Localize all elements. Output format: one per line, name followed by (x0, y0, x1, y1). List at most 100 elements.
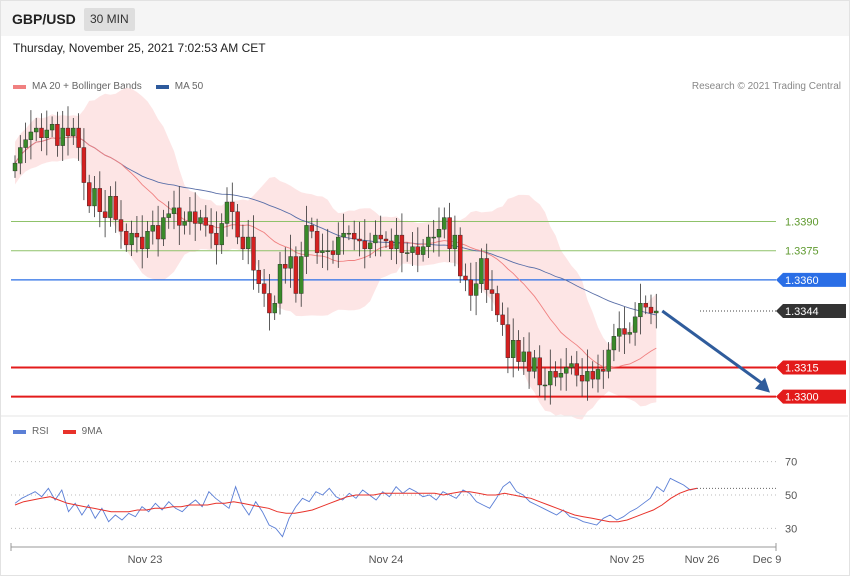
candle-body[interactable] (458, 234, 463, 277)
candle-body[interactable] (585, 371, 590, 382)
candle-body[interactable] (643, 303, 648, 308)
candle-body[interactable] (304, 225, 309, 257)
candle-body[interactable] (299, 256, 304, 294)
candle-body[interactable] (134, 232, 140, 238)
candle-body[interactable] (463, 275, 468, 281)
candle-body[interactable] (208, 225, 214, 234)
candle-body[interactable] (399, 234, 405, 253)
candle-body[interactable] (288, 256, 293, 269)
candle-body[interactable] (632, 316, 638, 333)
candle-body[interactable] (500, 314, 505, 325)
candle-body[interactable] (405, 252, 410, 254)
candle-body[interactable] (394, 234, 399, 249)
candle-body[interactable] (272, 303, 277, 314)
candle-body[interactable] (479, 258, 484, 284)
candle-body[interactable] (314, 231, 320, 253)
candle-body[interactable] (352, 232, 357, 240)
candle-body[interactable] (44, 129, 49, 139)
candle-body[interactable] (579, 375, 585, 382)
candle-body[interactable] (627, 332, 632, 335)
candle-body[interactable] (161, 217, 166, 240)
candle-body[interactable] (145, 231, 150, 249)
candle-body[interactable] (92, 188, 97, 207)
candle-body[interactable] (23, 139, 28, 148)
candle-body[interactable] (108, 195, 113, 218)
candle-body[interactable] (86, 182, 92, 207)
candle-body[interactable] (245, 236, 251, 249)
candle-body[interactable] (187, 211, 193, 222)
candle-body[interactable] (240, 236, 246, 249)
candle-body[interactable] (606, 349, 611, 372)
candle-body[interactable] (76, 127, 81, 148)
candle-body[interactable] (436, 229, 442, 238)
candle-body[interactable] (654, 310, 659, 314)
candle-body[interactable] (505, 324, 511, 358)
timeframe-badge[interactable]: 30 MIN (84, 8, 135, 31)
candle-body[interactable] (638, 303, 643, 318)
candle-body[interactable] (261, 283, 267, 294)
candle-body[interactable] (224, 201, 230, 224)
candle-body[interactable] (511, 340, 516, 358)
candle-body[interactable] (373, 234, 378, 244)
candle-body[interactable] (495, 293, 500, 316)
candle-body[interactable] (230, 201, 235, 212)
candle-body[interactable] (71, 127, 76, 137)
candle-body[interactable] (532, 357, 537, 372)
candle-body[interactable] (267, 293, 272, 314)
candle-body[interactable] (18, 147, 23, 164)
candle-body[interactable] (182, 221, 187, 226)
candle-body[interactable] (124, 231, 129, 246)
candle-body[interactable] (341, 232, 346, 238)
candle-body[interactable] (357, 238, 362, 242)
candle-body[interactable] (235, 211, 240, 238)
candle-body[interactable] (198, 217, 203, 224)
candle-body[interactable] (325, 250, 330, 252)
candle-body[interactable] (622, 328, 627, 335)
candle-body[interactable] (113, 195, 118, 220)
candle-body[interactable] (489, 289, 495, 294)
candle-body[interactable] (39, 127, 44, 139)
candle-body[interactable] (219, 223, 224, 246)
candle-body[interactable] (617, 328, 622, 337)
candle-body[interactable] (346, 232, 352, 235)
candle-body[interactable] (49, 123, 55, 131)
candle-body[interactable] (309, 225, 314, 232)
candle-body[interactable] (150, 225, 156, 232)
candle-body[interactable] (65, 127, 71, 137)
candle-body[interactable] (362, 240, 367, 249)
candle-body[interactable] (590, 371, 595, 380)
candle-body[interactable] (320, 250, 325, 253)
candle-body[interactable] (12, 162, 18, 172)
candle-body[interactable] (192, 211, 198, 224)
candle-body[interactable] (558, 373, 564, 378)
candle-body[interactable] (256, 269, 261, 284)
candle-body[interactable] (420, 246, 426, 255)
candle-body[interactable] (214, 232, 219, 246)
candle-body[interactable] (251, 236, 256, 271)
candle-body[interactable] (28, 131, 34, 140)
candle-body[interactable] (177, 207, 182, 226)
candle-body[interactable] (542, 384, 548, 387)
candle-body[interactable] (426, 236, 431, 247)
candle-body[interactable] (283, 264, 288, 269)
candle-body[interactable] (293, 256, 299, 294)
candle-body[interactable] (442, 217, 447, 230)
candle-body[interactable] (410, 246, 415, 253)
candle-body[interactable] (330, 250, 336, 255)
candle-body[interactable] (452, 234, 458, 249)
candle-body[interactable] (415, 246, 420, 255)
candle-body[interactable] (166, 213, 171, 218)
candle-body[interactable] (383, 238, 389, 242)
candle-body[interactable] (102, 211, 108, 218)
candle-body[interactable] (155, 225, 161, 240)
candle-body[interactable] (118, 219, 124, 232)
candle-body[interactable] (611, 336, 617, 351)
candle-body[interactable] (484, 258, 489, 290)
candle-body[interactable] (569, 363, 574, 368)
candle-body[interactable] (521, 351, 526, 362)
candle-body[interactable] (129, 232, 134, 246)
candle-body[interactable] (601, 369, 606, 372)
candle-body[interactable] (648, 306, 654, 314)
candle-body[interactable] (34, 127, 39, 133)
